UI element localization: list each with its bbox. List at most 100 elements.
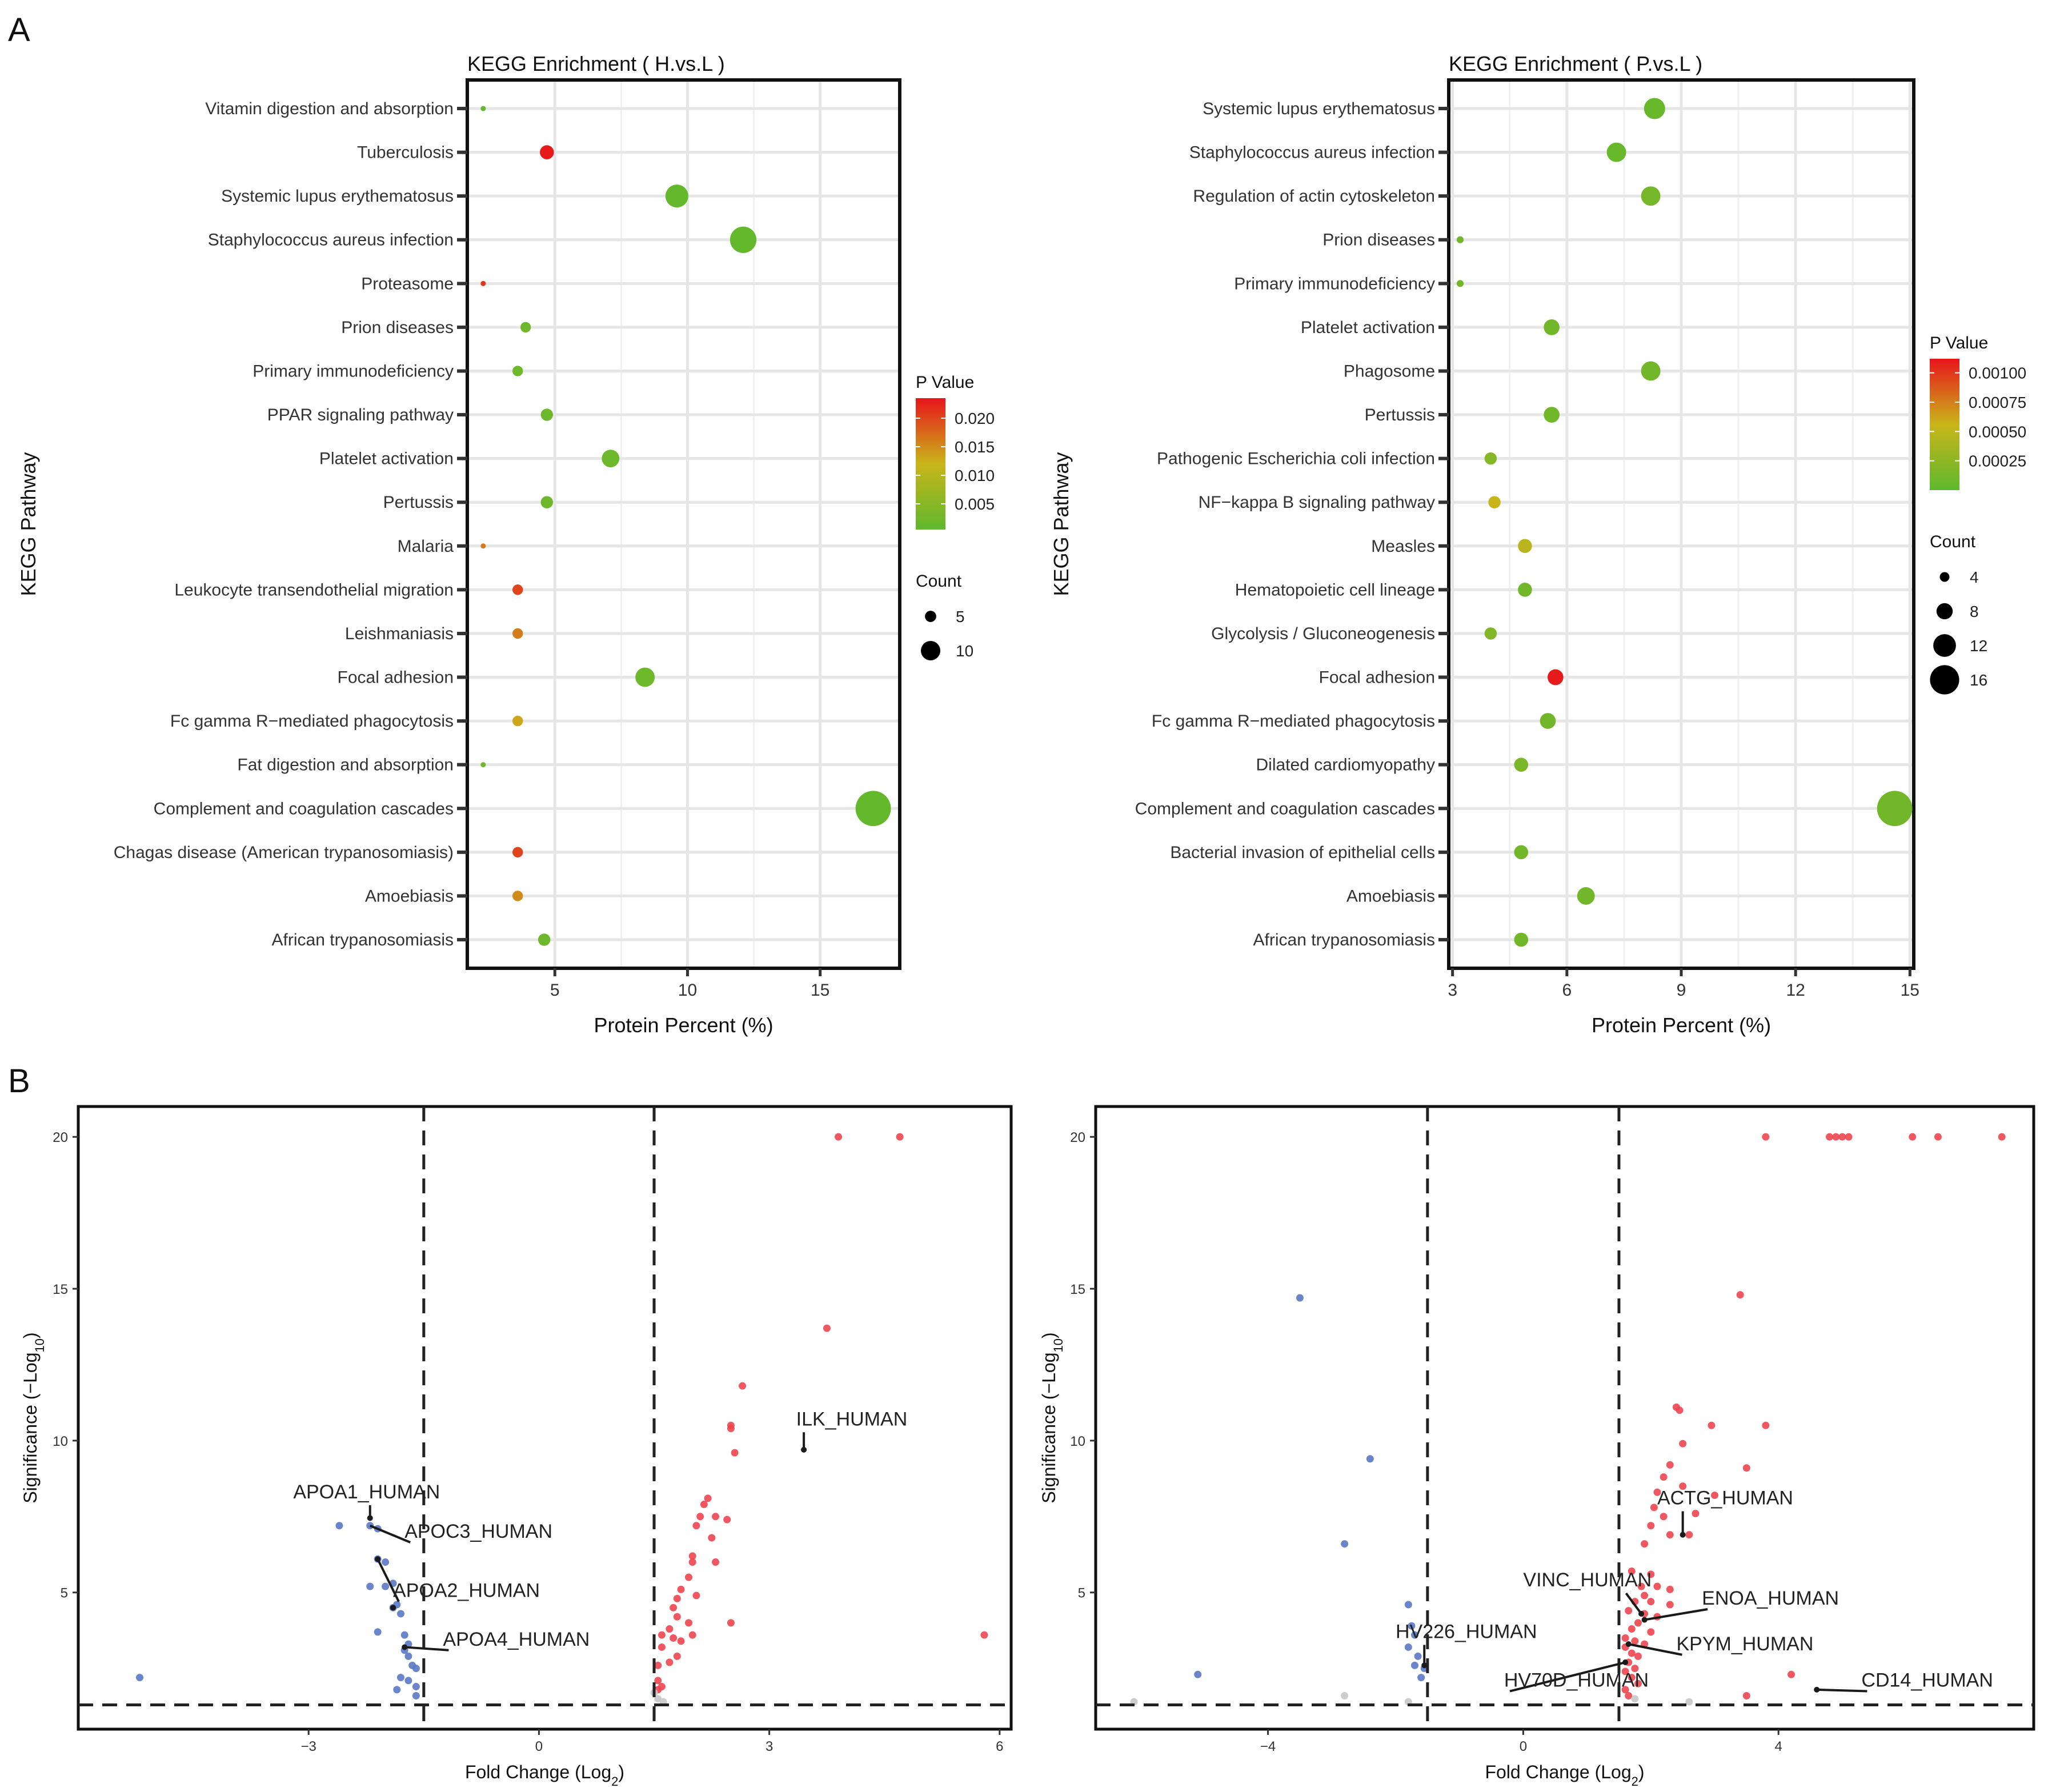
gene-label: HV70D_HUMAN [1504, 1670, 1649, 1691]
x-axis-title-end: ) [1638, 1762, 1645, 1782]
pathway-label: Staphylococcus aureus infection [208, 231, 454, 250]
pathway-label: Glycolysis / Gluconeogenesis [1211, 624, 1435, 643]
enrichment-dot [540, 496, 554, 508]
volcano-point [670, 1634, 678, 1642]
pathway-label: Prion diseases [341, 318, 454, 337]
x-axis-title: Protein Percent (%) [1592, 1013, 1771, 1037]
volcano-point [677, 1585, 685, 1593]
volcano-point [658, 1631, 666, 1639]
volcano-point [1628, 1674, 1636, 1682]
volcano-point [685, 1619, 693, 1627]
volcano-plot-left: APOA1_HUMAN APOC3_HUMAN APOA2_HUMAN APOA4_H… [20, 1105, 1013, 1789]
volcano-point [366, 1582, 374, 1590]
volcano-point [1685, 1698, 1693, 1706]
x-tick-label: 15 [811, 981, 829, 1000]
volcano-point [1631, 1695, 1639, 1703]
pathway-label: Platelet activation [1301, 318, 1435, 337]
volcano-point [1404, 1601, 1412, 1609]
enrichment-dot [480, 106, 486, 111]
y-axis-title-main: Significance (−Log [1039, 1352, 1059, 1503]
enrichment-dot [540, 408, 554, 421]
x-tick-label: 6 [996, 1739, 1003, 1754]
volcano-point [692, 1591, 700, 1599]
pathway-label: Phagosome [1344, 362, 1435, 380]
enrichment-dot [512, 891, 523, 901]
volcano-point [980, 1631, 988, 1639]
volcano-point [1631, 1665, 1639, 1673]
gene-label: APOC3_HUMAN [404, 1521, 552, 1542]
volcano-point [688, 1558, 696, 1566]
pathway-label: Primary immunodeficiency [253, 362, 454, 380]
size-legend-dot [1939, 572, 1950, 582]
volcano-point [1692, 1509, 1700, 1517]
y-tick-label: 20 [53, 1130, 68, 1145]
colorbar-label: 0.00075 [1969, 394, 2026, 411]
colorbar-label: 0.020 [955, 410, 995, 427]
enrichment-dot [1547, 669, 1564, 685]
volcano-point [374, 1628, 382, 1636]
volcano-point [1621, 1667, 1629, 1675]
volcano-point [1417, 1674, 1425, 1682]
volcano-point [1414, 1652, 1422, 1660]
enrichment-dot [602, 450, 620, 468]
enrichment-dot [665, 185, 688, 208]
volcano-point [1788, 1670, 1795, 1678]
volcano-point [404, 1652, 412, 1660]
volcano-point [673, 1613, 681, 1621]
x-tick-label: 4 [1775, 1739, 1782, 1754]
volcano-point [704, 1494, 712, 1502]
enrichment-dot [512, 628, 523, 639]
pathway-label: Vitamin digestion and absorption [205, 99, 454, 118]
enrichment-dot [1544, 319, 1560, 335]
x-tick-label: 5 [550, 981, 560, 1000]
enrichment-dot [538, 933, 551, 946]
volcano-point [688, 1552, 696, 1560]
label-leader-line [1509, 1661, 1626, 1693]
volcano-point [1660, 1513, 1668, 1521]
y-axis-title: KEGG Pathway [17, 452, 40, 596]
volcano-point [412, 1665, 420, 1673]
volcano-point [412, 1692, 420, 1700]
enrichment-dot [512, 584, 523, 595]
volcano-point [727, 1425, 735, 1433]
enrichment-dot [512, 366, 523, 376]
volcano-point [700, 1501, 708, 1509]
volcano-point [396, 1674, 404, 1682]
volcano-point [1832, 1133, 1840, 1141]
label-leader-line [1628, 1643, 1682, 1656]
volcano-point [136, 1674, 144, 1682]
volcano-point [1998, 1133, 2006, 1141]
y-axis-title-end: ) [20, 1332, 41, 1338]
size-legend-label: 5 [956, 608, 965, 626]
volcano-point [1762, 1133, 1770, 1141]
pathway-label: African trypanosomiasis [1253, 931, 1435, 949]
size-legend-dot [925, 611, 936, 622]
gene-label: ENOA_HUMAN [1702, 1587, 1839, 1609]
colorbar-label: 0.010 [955, 467, 995, 484]
colorbar-label: 0.00100 [1969, 364, 2026, 382]
volcano-point [1666, 1585, 1674, 1593]
enrichment-dot [1877, 791, 1913, 827]
label-leader-line [376, 1558, 400, 1602]
volcano-point [692, 1522, 700, 1530]
pathway-label: Focal adhesion [1319, 668, 1435, 687]
pathway-label: Complement and coagulation cascades [1135, 799, 1435, 818]
x-axis-title: Protein Percent (%) [594, 1013, 773, 1037]
x-tick-label: 0 [535, 1739, 543, 1754]
plot-frame [1094, 1105, 2035, 1731]
y-axis-title-end: ) [1039, 1332, 1059, 1338]
volcano-point [1685, 1531, 1693, 1539]
enrichment-dot [1606, 142, 1626, 162]
enrichment-dot [540, 145, 554, 159]
volcano-point [688, 1631, 696, 1639]
plot-title: KEGG Enrichment ( H.vs.L ) [467, 52, 725, 75]
panel-label-b: B [8, 1063, 30, 1100]
y-tick-label: 15 [53, 1282, 68, 1297]
enrichment-dot [480, 543, 486, 549]
volcano-point [727, 1619, 735, 1627]
size-legend-label: 8 [1970, 603, 1979, 620]
enrichment-dot [730, 226, 757, 253]
volcano-point [382, 1582, 390, 1590]
plot-frame [77, 1105, 1013, 1731]
size-legend-title: Count [1930, 532, 1976, 551]
